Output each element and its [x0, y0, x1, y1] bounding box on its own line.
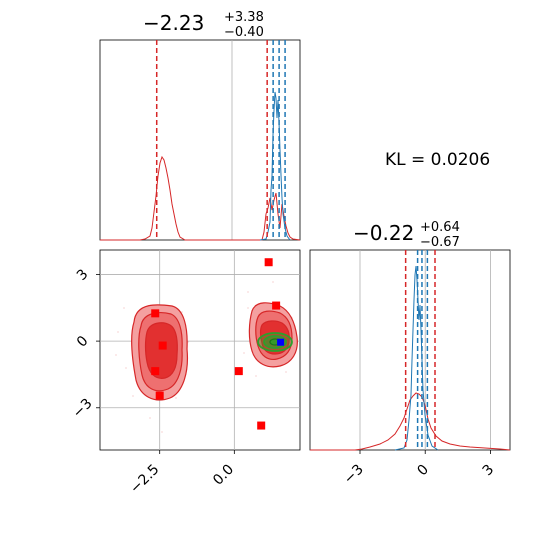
param2-title-value: −0.22 — [353, 221, 414, 245]
param2-x-tick-label: 0 — [414, 462, 432, 480]
red-square-marker — [272, 301, 281, 310]
hist-param1-panel: −2.23 +3.38 −0.40 — [99, 10, 301, 241]
scatter-2d-markers — [151, 258, 285, 430]
param1-title-minus: −0.40 — [224, 25, 264, 40]
hist-param2-red-curve — [310, 392, 511, 451]
param2-x-tick-label: 3 — [480, 462, 498, 480]
hist-param1-blue-curve — [259, 91, 291, 241]
param1-title-value: −2.23 — [143, 11, 204, 35]
hist-param2-panel: −3 0 3 −0.22 +0.64 −0.67 — [309, 220, 511, 487]
scatter-2d-panel: −2.5 0.0 3 0 −3 — [70, 249, 301, 497]
kl-annotation: KL = 0.0206 — [385, 150, 490, 170]
param1-x-ticks: −2.5 0.0 — [127, 450, 237, 497]
red-square-marker — [151, 309, 160, 318]
scatter-2d-y-ticks: 3 0 −3 — [70, 266, 100, 421]
red-square-marker — [234, 367, 243, 376]
scatter-2d-y-tick-label: −3 — [70, 396, 96, 422]
hist-param2-frame — [309, 249, 511, 451]
param2-x-ticks: −3 0 3 — [341, 450, 497, 487]
scatter-2d-y-tick-label: 3 — [74, 266, 92, 284]
blue-square-marker — [277, 338, 285, 346]
hist-param2-blue-curve — [394, 265, 439, 451]
hist-param2-lines — [404, 250, 436, 450]
param1-x-tick-label: 0.0 — [210, 462, 237, 489]
scatter-2d-y-tick-label: 0 — [74, 333, 92, 351]
param1-title-plus: +3.38 — [224, 10, 264, 25]
red-square-marker — [264, 258, 273, 267]
param2-title-minus: −0.67 — [420, 235, 460, 250]
red-square-marker — [155, 391, 164, 400]
hist-param1-lines — [155, 40, 286, 240]
param1-x-tick-label: −2.5 — [127, 462, 162, 497]
red-square-marker — [151, 367, 160, 376]
red-square-marker — [158, 341, 167, 350]
left-cluster-inner-contour — [144, 322, 178, 379]
param2-title-plus: +0.64 — [420, 220, 460, 235]
red-square-marker — [257, 421, 266, 430]
param2-x-tick-label: −3 — [341, 462, 367, 488]
